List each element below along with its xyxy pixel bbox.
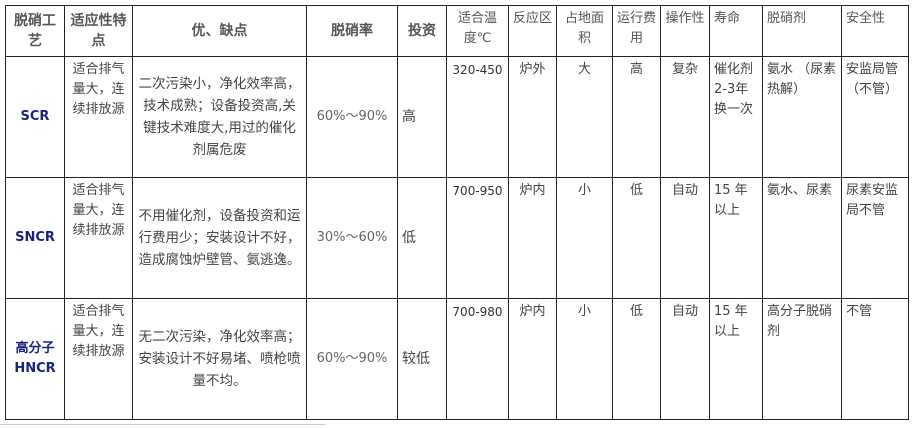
cell-area: 大 <box>556 56 613 178</box>
cell-temperature: 700-950 <box>446 177 509 299</box>
header-cell: 操作性 <box>660 5 710 57</box>
header-cell: 脱硝剂 <box>762 5 842 57</box>
cell-safety: 不管 <box>841 298 909 420</box>
cell-investment: 较低 <box>397 298 447 420</box>
cell-cost: 低 <box>612 298 661 420</box>
cell-zone: 炉外 <box>508 56 557 178</box>
cell-life: 催化剂2-3年换一次 <box>709 56 763 178</box>
cell-fit: 适合排气量大，连续排放源 <box>64 298 133 420</box>
cell-life: 15 年以上 <box>709 177 763 299</box>
cell-pros-cons: 二次污染小，净化效率高，技术成熟；设备投资高,关键技术难度大,用过的催化剂属危废 <box>132 56 307 178</box>
header-cell: 适应性特点 <box>64 5 133 57</box>
cell-fit: 适合排气量大，连续排放源 <box>64 177 133 299</box>
cell-life: 15 年以上 <box>709 298 763 420</box>
cell-operation: 复杂 <box>660 56 710 178</box>
cell-method: SCR <box>5 56 65 178</box>
table-row: SNCR 适合排气量大，连续排放源 不用催化剂，设备投资和运行费用少；安装设计不好，… <box>5 177 909 299</box>
cell-operation: 自动 <box>660 177 710 299</box>
cell-temperature: 320-450 <box>446 56 509 178</box>
cell-temperature: 700-980 <box>446 298 509 420</box>
header-cell: 投资 <box>397 5 447 57</box>
cell-method: 高分子HNCR <box>5 298 65 420</box>
header-row: 脱硝工艺 适应性特点 优、缺点 脱硝率 投资 适合温度℃ 反应区 占地面积 运行… <box>5 5 909 57</box>
cell-investment: 高 <box>397 56 447 178</box>
cell-agent: 高分子脱硝剂 <box>762 298 842 420</box>
cell-method: SNCR <box>5 177 65 299</box>
cell-zone: 炉内 <box>508 177 557 299</box>
cell-agent: 氨水 （尿素热解） <box>762 56 842 178</box>
header-cell: 适合温度℃ <box>446 5 509 57</box>
cell-cost: 高 <box>612 56 661 178</box>
header-cell: 脱硝工艺 <box>5 5 65 57</box>
cell-rate: 60%～90% <box>306 56 398 178</box>
header-cell: 反应区 <box>508 5 557 57</box>
cell-investment: 低 <box>397 177 447 299</box>
header-cell: 脱硝率 <box>306 5 398 57</box>
cell-area: 小 <box>556 177 613 299</box>
header-cell: 占地面积 <box>556 5 613 57</box>
cell-operation: 自动 <box>660 298 710 420</box>
cell-pros-cons: 不用催化剂，设备投资和运行费用少；安装设计不好，造成腐蚀炉壁管、氨逃逸。 <box>132 177 307 299</box>
cell-rate: 60%～90% <box>306 298 398 420</box>
cell-rate: 30%～60% <box>306 177 398 299</box>
divider <box>0 424 325 425</box>
cell-area: 小 <box>556 298 613 420</box>
cell-pros-cons: 无二次污染，净化效率高；安装设计不好易堵、喷枪喷量不均。 <box>132 298 307 420</box>
header-cell: 优、缺点 <box>132 5 307 57</box>
cell-safety: 尿素安监局不管 <box>841 177 909 299</box>
table-row: SCR 适合排气量大，连续排放源 二次污染小，净化效率高，技术成熟；设备投资高,关键… <box>5 56 909 178</box>
cell-safety: 安监局管（不管） <box>841 56 909 178</box>
cell-cost: 低 <box>612 177 661 299</box>
header-cell: 寿命 <box>709 5 763 57</box>
cell-agent: 氨水、尿素 <box>762 177 842 299</box>
denitration-comparison-table: 脱硝工艺 适应性特点 优、缺点 脱硝率 投资 适合温度℃ 反应区 占地面积 运行… <box>5 5 909 420</box>
header-cell: 运行费用 <box>612 5 661 57</box>
table-row: 高分子HNCR 适合排气量大，连续排放源 无二次污染，净化效率高；安装设计不好易堵、… <box>5 298 909 420</box>
cell-fit: 适合排气量大，连续排放源 <box>64 56 133 178</box>
cell-zone: 炉内 <box>508 298 557 420</box>
header-cell: 安全性 <box>841 5 909 57</box>
